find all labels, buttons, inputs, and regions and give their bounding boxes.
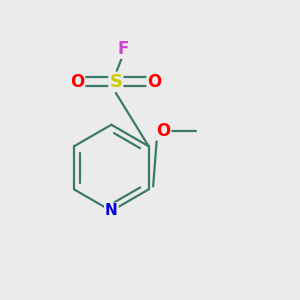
Text: O: O xyxy=(70,73,84,91)
Text: F: F xyxy=(118,40,129,58)
Text: O: O xyxy=(147,73,162,91)
Text: S: S xyxy=(109,73,122,91)
Text: O: O xyxy=(156,122,170,140)
Text: N: N xyxy=(105,203,118,218)
